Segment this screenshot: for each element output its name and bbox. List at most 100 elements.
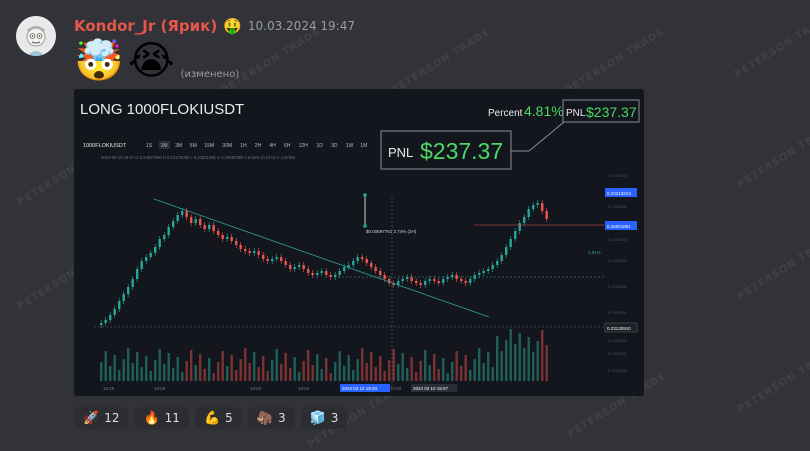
volume-bar (536, 341, 539, 381)
candle-body (491, 265, 494, 269)
volume-bar (271, 360, 274, 381)
volume-bar (505, 340, 508, 381)
price-axis: 0.2700000 0.2300000 0.2800000 0.2800000 0.26… (608, 173, 628, 373)
volume-bar (374, 367, 377, 381)
candle-body (374, 267, 377, 271)
price-label-current: 0.25001861 (607, 224, 631, 229)
reaction-rocket[interactable]: 🚀 12 (74, 407, 129, 429)
volume-bar (275, 349, 278, 381)
volume-bar (203, 369, 206, 381)
reaction-mammoth[interactable]: 🦣 3 (247, 407, 295, 429)
exploding-head-icon: 🤯 (74, 38, 124, 84)
interval-button[interactable]: 1M (360, 143, 367, 149)
volume-bar (379, 356, 382, 381)
volume-bar (167, 353, 170, 381)
interval-button[interactable]: 15M (204, 143, 214, 149)
x-tick: 18:59 (154, 386, 166, 391)
candle-body (163, 235, 166, 239)
candle-body (424, 281, 427, 285)
reaction-count: 5 (225, 411, 233, 425)
watermark: PETERSON TRADE (735, 120, 810, 191)
avatar[interactable] (16, 16, 56, 56)
volume-bar (469, 370, 472, 381)
author-name[interactable]: Kondor_Jr (Ярик) (74, 17, 218, 35)
interval-button[interactable]: 3D (331, 143, 338, 149)
reaction-count: 3 (277, 411, 286, 425)
candle-body (347, 265, 350, 267)
volume-bar (406, 368, 409, 381)
chart-image-attachment[interactable]: LONG 1000FLOKIUSDT Percent 4.81% PNL $23… (74, 89, 644, 396)
money-face-icon: 🤑 (223, 17, 242, 35)
volume-bar (491, 367, 494, 381)
reaction-flexed-biceps[interactable]: 💪 5 (194, 407, 242, 429)
watermark: PETERSON TRADE (389, 26, 493, 97)
candle-body (154, 247, 157, 253)
crosshair-time-label: 2024 03 10 19:33 (342, 386, 378, 391)
candle-body (194, 219, 197, 223)
candle-body (334, 275, 337, 277)
volume-bar (442, 358, 445, 381)
volume-bar (244, 348, 247, 381)
volume-bar (208, 358, 211, 381)
candle-body (455, 275, 458, 279)
interval-button[interactable]: 5M (190, 143, 197, 149)
message-timestamp: 10.03.2024 19:47 (247, 19, 355, 33)
volume-bar (428, 365, 431, 381)
volume-bar (221, 351, 224, 381)
volume-bar (473, 359, 476, 381)
volume-bar (248, 363, 251, 381)
volume-bar (127, 348, 130, 381)
candle-body (428, 279, 431, 281)
interval-button[interactable]: 1H (240, 143, 247, 149)
interval-button[interactable]: 1M (161, 143, 168, 149)
candle-body (235, 241, 238, 245)
interval-button[interactable]: 4H (269, 143, 276, 149)
volume-bar (140, 367, 143, 381)
volume-bar (370, 352, 373, 381)
candle-body (239, 245, 242, 249)
interval-button[interactable]: 12H (299, 143, 309, 149)
interval-button[interactable]: 1D (317, 143, 324, 149)
interval-button[interactable]: 3M (175, 143, 182, 149)
candle-body (140, 261, 143, 269)
interval-button[interactable]: 30M (222, 143, 232, 149)
candle-body (541, 203, 544, 211)
candle-body (257, 251, 260, 255)
percent-value: 4.81% (524, 103, 564, 119)
interval-button[interactable]: 1W (346, 143, 354, 149)
price-label-top: 0.23213213 (607, 191, 631, 196)
candle-body (293, 267, 296, 269)
candle-body (302, 265, 305, 269)
volume-bar (226, 366, 229, 381)
volume-bar (325, 358, 328, 381)
volume-bar (212, 373, 215, 381)
interval-button[interactable]: 6H (284, 143, 291, 149)
candle-body (118, 301, 121, 309)
candle-body (131, 279, 134, 287)
measure-label: $0.00697751 2.74% (2H) (366, 229, 417, 234)
candle-body (230, 237, 233, 241)
interval-button[interactable]: 1S (146, 143, 153, 149)
candle-body (127, 287, 130, 294)
volume-bar (532, 352, 535, 381)
candle-body (199, 219, 202, 225)
candle-body (469, 279, 472, 283)
candle-body (356, 257, 359, 261)
ice-icon: 🧊 (309, 410, 326, 426)
reaction-count: 3 (330, 411, 339, 425)
candle-body (509, 239, 512, 247)
volume-bar (500, 351, 503, 381)
candle-body (248, 251, 251, 253)
reaction-ice[interactable]: 🧊 3 (300, 407, 348, 429)
volume-bar (163, 364, 166, 381)
volume-bar (343, 366, 346, 381)
volume-bar (352, 370, 355, 381)
svg-text:0.2300000: 0.2300000 (608, 204, 628, 209)
volume-bar (217, 362, 220, 381)
candle-body (316, 273, 319, 275)
volume-bar (424, 350, 427, 381)
interval-button[interactable]: 2H (255, 143, 262, 149)
volume-bar (289, 368, 292, 381)
volume-bar (419, 361, 422, 381)
reaction-fire[interactable]: 🔥 11 (134, 407, 189, 429)
